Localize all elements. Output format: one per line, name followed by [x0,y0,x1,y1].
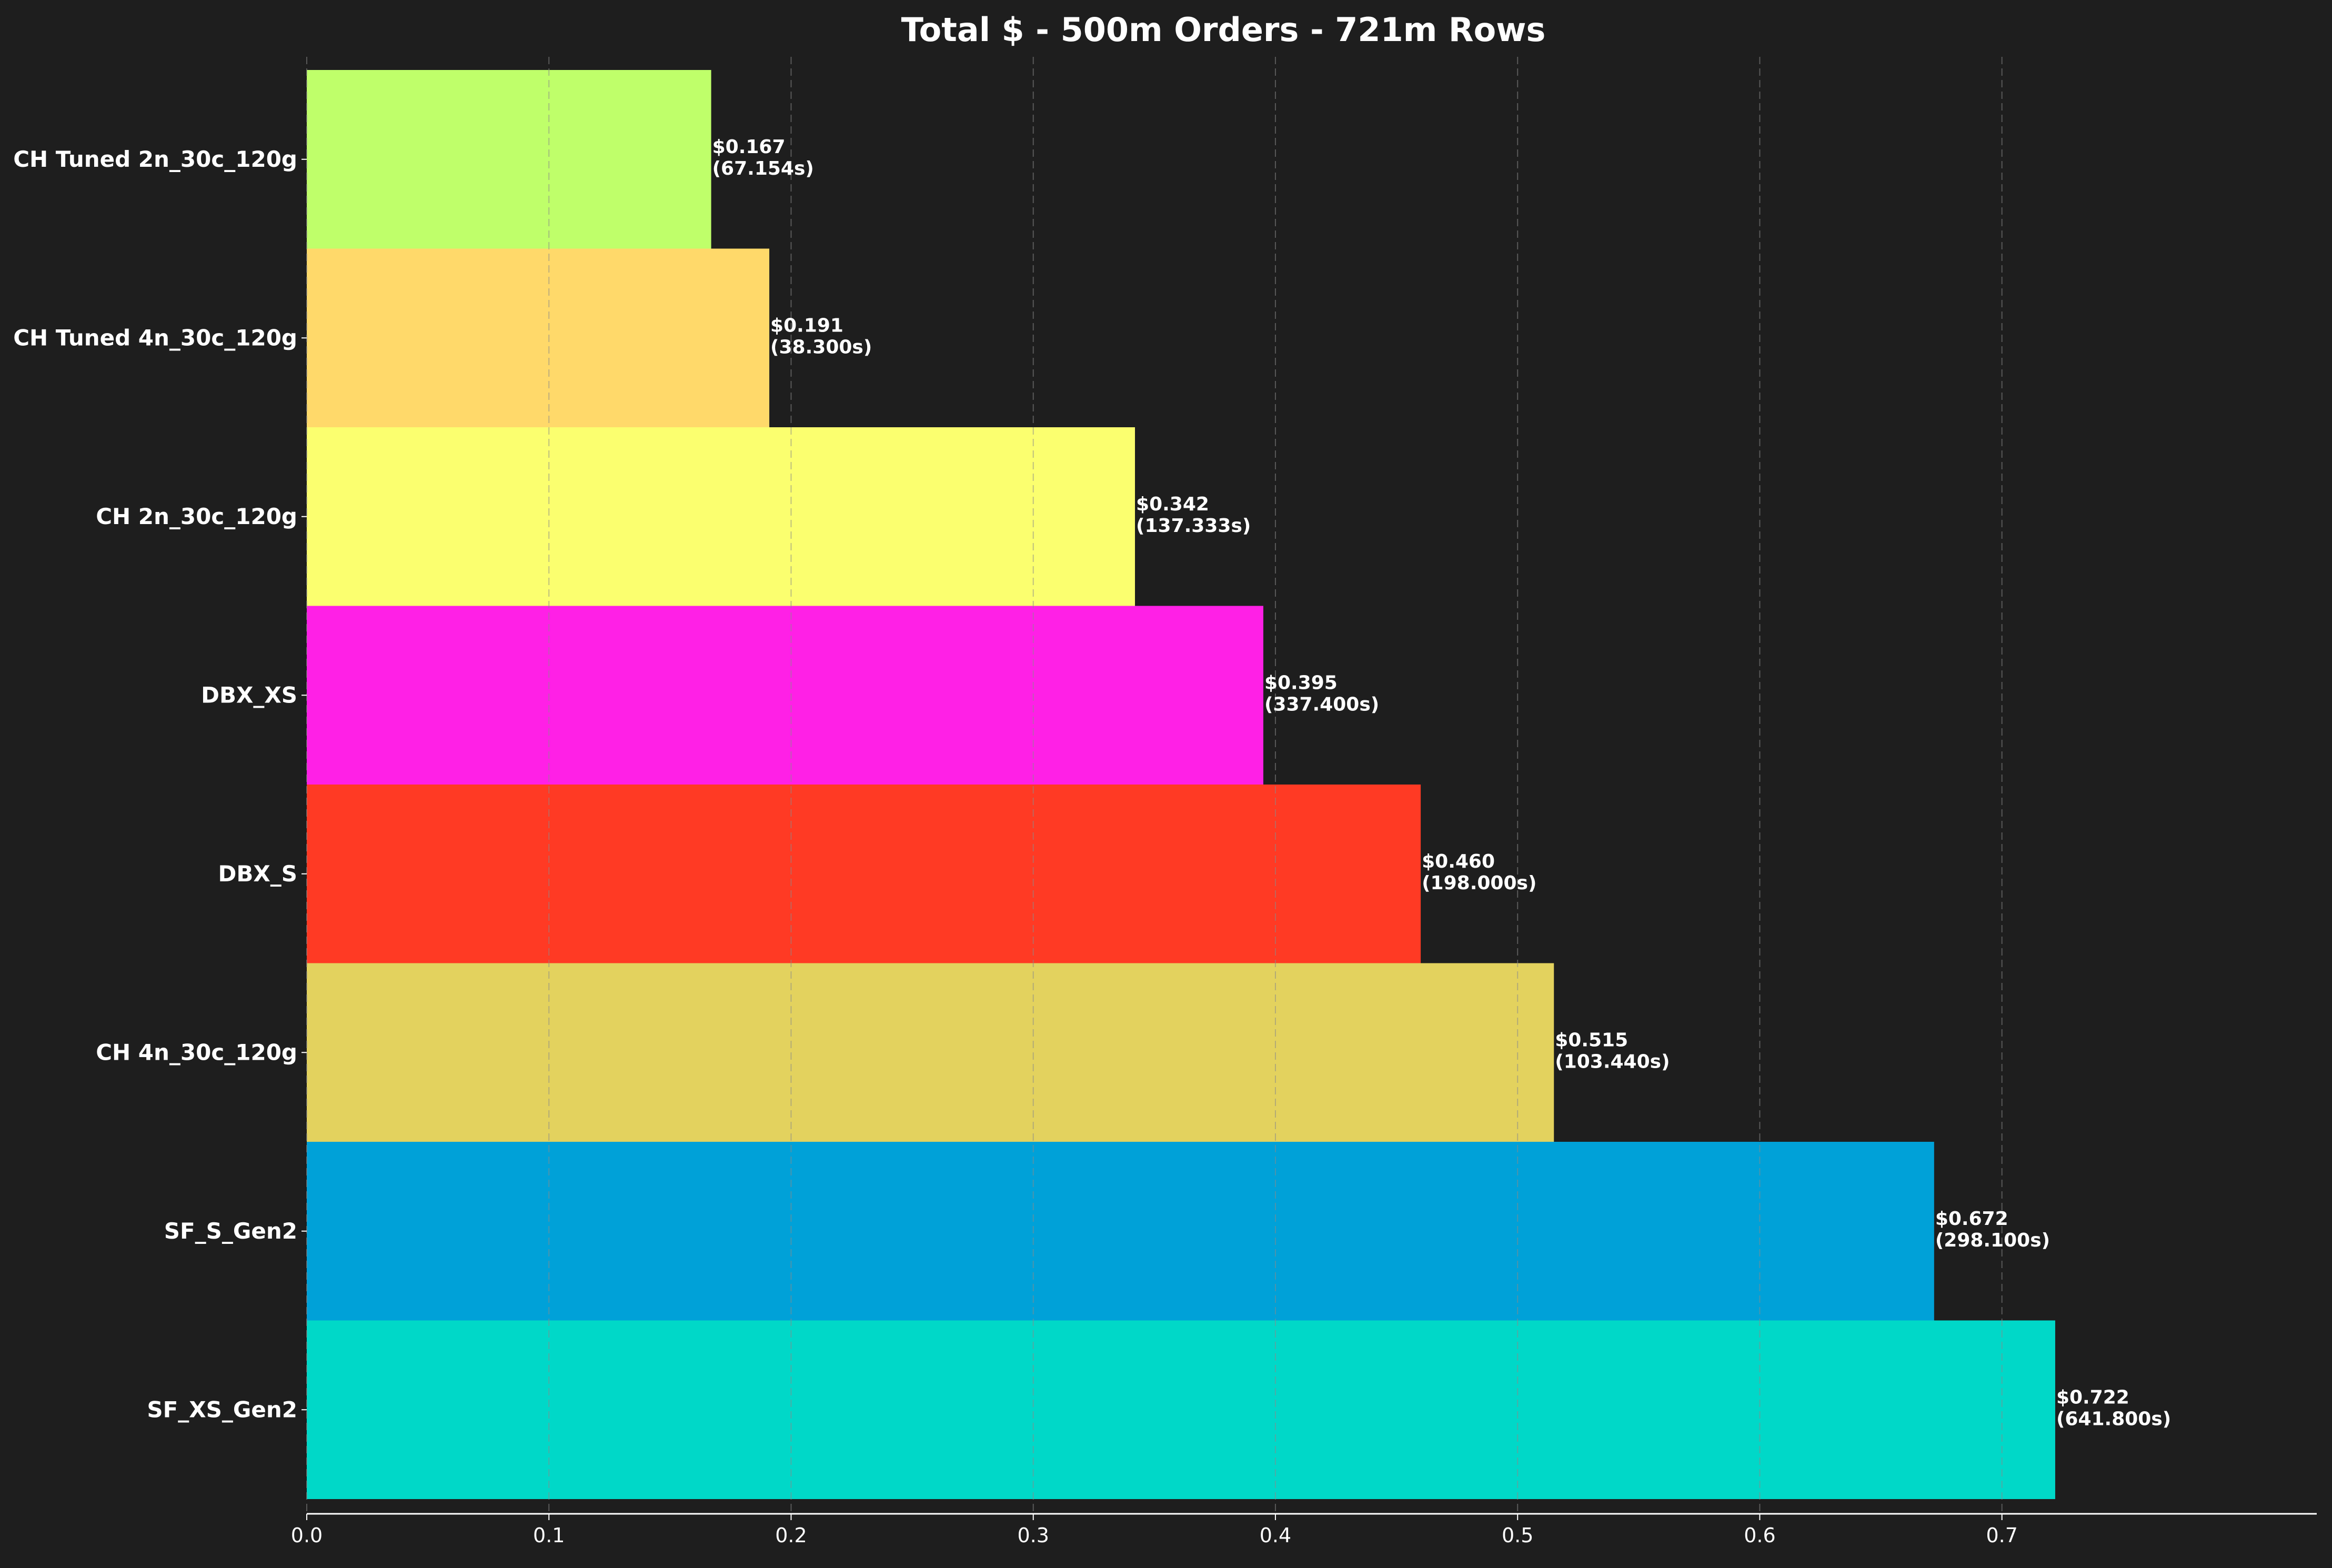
bar [307,606,1263,785]
y-tick-label: DBX_XS [201,682,297,708]
y-tick-label: CH Tuned 4n_30c_120g [13,325,297,350]
x-tick-label: 0.4 [1260,1524,1291,1547]
chart-title: Total $ - 500m Orders - 721m Rows [901,11,1546,49]
y-tick-label: CH 4n_30c_120g [96,1039,297,1065]
bar-time-label: (198.000s) [1422,872,1536,894]
bar-time-label: (67.154s) [712,158,814,179]
bar [307,963,1554,1142]
bar-time-label: (137.333s) [1136,515,1251,537]
bar [307,1320,2055,1499]
bar-value-label: $0.672 [1935,1208,2008,1230]
bar-value-label: $0.722 [2056,1386,2129,1408]
y-tick-label: CH Tuned 2n_30c_120g [13,146,297,172]
x-tick-label: 0.5 [1502,1524,1533,1547]
x-tick-label: 0.3 [1018,1524,1049,1547]
bar-value-label: $0.191 [770,315,843,336]
y-tick-labels: CH Tuned 2n_30c_120g CH Tuned 4n_30c_120g… [13,146,307,1422]
x-tick-label: 0.1 [533,1524,565,1547]
bar-time-label: (337.400s) [1264,693,1379,715]
x-tick-label: 0.2 [775,1524,807,1547]
y-tick-label: CH 2n_30c_120g [96,504,297,529]
y-tick-label: SF_XS_Gen2 [147,1396,297,1422]
bar-time-label: (38.300s) [770,336,872,358]
x-tick-label: 0.7 [1986,1524,2017,1547]
y-tick-label: DBX_S [218,861,297,887]
bar [307,248,770,427]
bar-value-label: $0.167 [712,136,786,158]
bar-value-label: $0.515 [1555,1029,1628,1051]
bar-time-label: (641.800s) [2056,1408,2171,1430]
bar [307,427,1135,606]
bar-value-label: $0.460 [1422,851,1495,872]
bar [307,70,711,249]
bar-value-label: $0.395 [1264,672,1338,693]
x-tick-label: 0.0 [291,1524,323,1547]
y-tick-label: SF_S_Gen2 [164,1218,297,1244]
bar [307,1142,1934,1321]
x-tick-label: 0.6 [1744,1524,1775,1547]
bar-time-label: (103.440s) [1555,1051,1670,1072]
bar-value-label: $0.342 [1136,494,1209,515]
bar [307,785,1421,963]
data-labels: $0.167(67.154s) $0.191(38.300s) $0.342(137… [712,136,2172,1430]
bar-time-label: (298.100s) [1935,1230,2050,1251]
bars [307,70,2055,1499]
x-axis: 0.0 0.1 0.2 0.3 0.4 0.5 0.6 0.7 [291,1513,2317,1547]
